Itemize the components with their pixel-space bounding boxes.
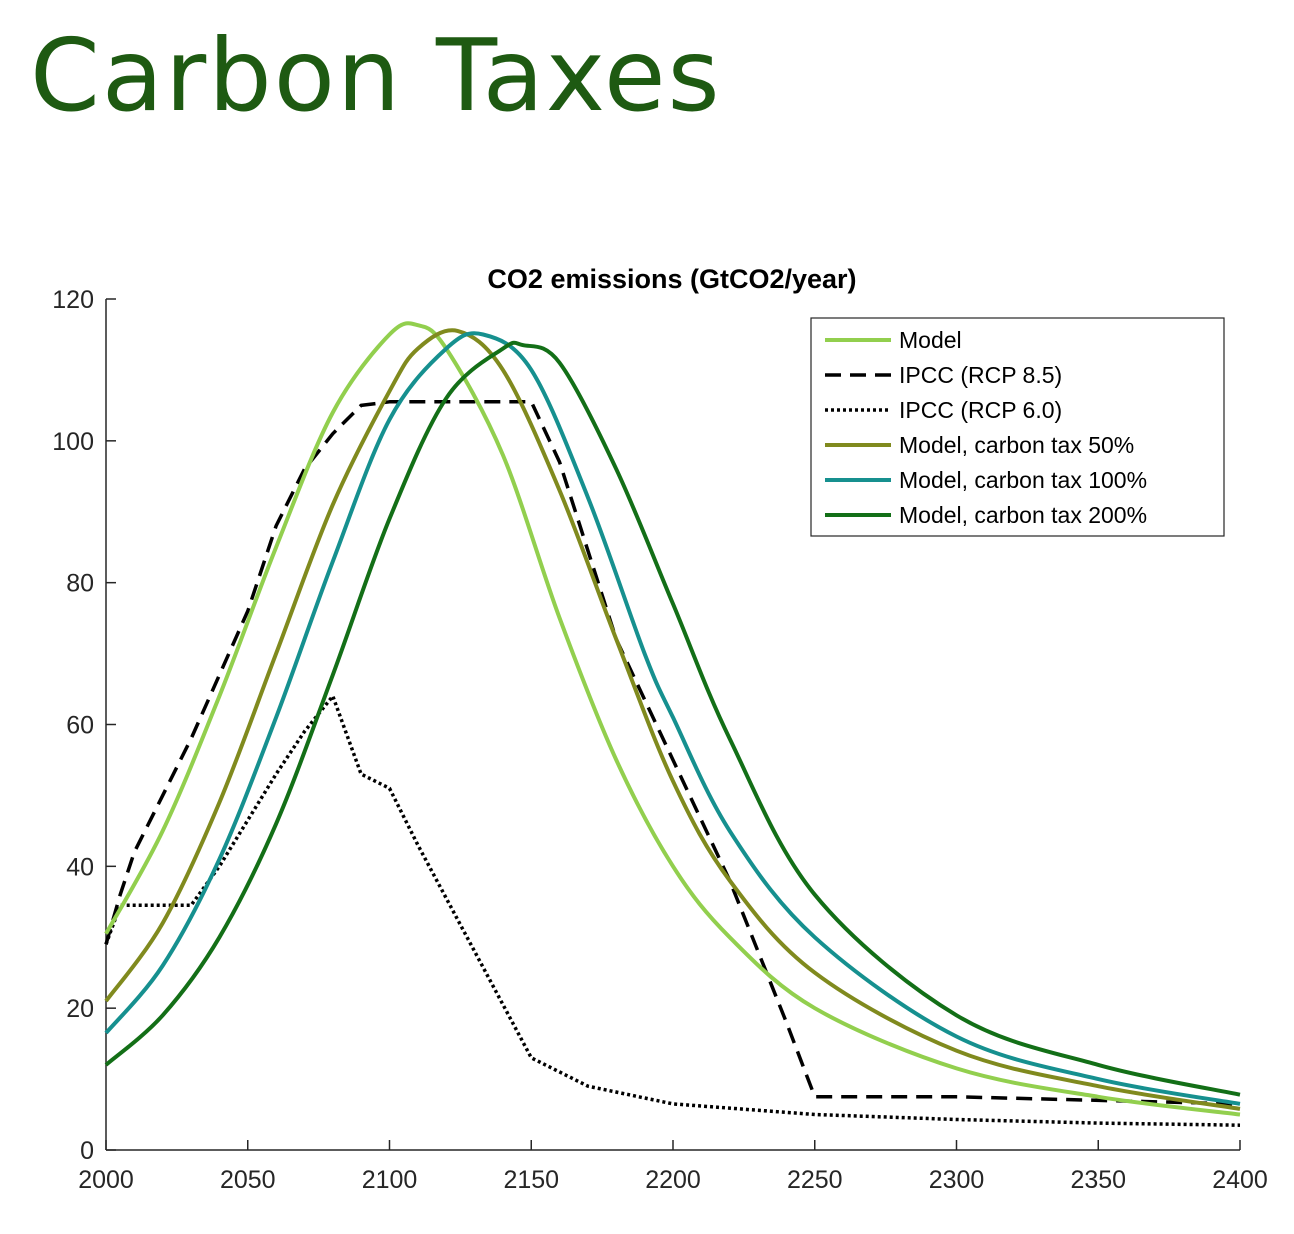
legend-label: Model, carbon tax 100% — [899, 467, 1147, 493]
x-tick-label: 2250 — [787, 1166, 843, 1194]
y-tick-label: 120 — [52, 286, 94, 314]
series-line-2 — [104, 694, 1241, 1127]
x-tick-label: 2400 — [1212, 1166, 1268, 1194]
series-line-0 — [104, 321, 1241, 1117]
x-tick-label: 2000 — [78, 1166, 134, 1194]
series-line-3 — [104, 328, 1241, 1111]
series-line-5 — [104, 340, 1241, 1097]
legend-label: IPCC (RCP 8.5) — [899, 362, 1062, 388]
legend: Model IPCC (RCP 8.5) IPCC (RCP 6.0) Model, … — [810, 317, 1225, 537]
y-tick-label: 60 — [66, 712, 94, 740]
y-tick-label: 80 — [66, 570, 94, 598]
series-line-4 — [104, 331, 1241, 1106]
chart-title: CO2 emissions (GtCO2/year) — [487, 264, 856, 294]
slide-title: Carbon Taxes — [30, 17, 722, 134]
y-tick-label: 100 — [52, 428, 94, 456]
x-tick-label: 2050 — [220, 1166, 276, 1194]
y-tick-label: 40 — [66, 853, 94, 881]
x-tick-label: 2350 — [1070, 1166, 1126, 1194]
legend-label: Model — [899, 327, 962, 353]
legend-label: Model, carbon tax 200% — [899, 502, 1147, 528]
data-lines — [104, 321, 1241, 1127]
legend-box — [810, 317, 1225, 537]
y-tick-label: 0 — [80, 1137, 94, 1165]
legend-label: Model, carbon tax 50% — [899, 432, 1134, 458]
x-tick-label: 2300 — [929, 1166, 985, 1194]
legend-label: IPCC (RCP 6.0) — [899, 397, 1062, 423]
x-tick-label: 2200 — [645, 1166, 701, 1194]
x-tick-label: 2100 — [362, 1166, 418, 1194]
axes: 0 20 40 60 80 100 120 2000 2050 2100 2150 2200 2250 2… — [52, 286, 1268, 1194]
y-tick-label: 20 — [66, 995, 94, 1023]
x-tick-label: 2150 — [503, 1166, 559, 1194]
